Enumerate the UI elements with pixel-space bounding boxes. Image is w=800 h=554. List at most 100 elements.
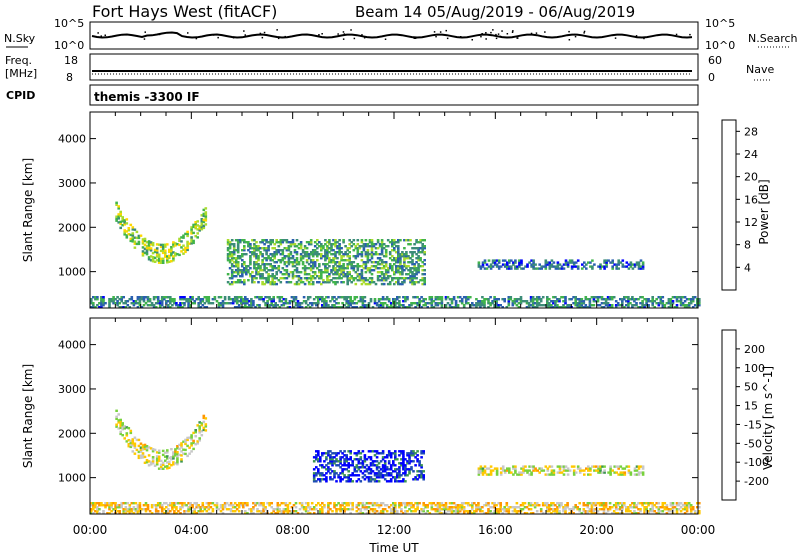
nsearch-dot: [492, 29, 494, 31]
heatmap-cell: [355, 306, 359, 309]
heatmap-cell: [398, 472, 401, 475]
heatmap-cell: [226, 253, 230, 256]
heatmap-cell: [339, 510, 342, 513]
heatmap-cell: [104, 302, 107, 305]
heatmap-cell: [310, 302, 314, 305]
heatmap-cell: [371, 504, 375, 507]
heatmap-cell: [403, 255, 406, 258]
heatmap-cell: [535, 298, 539, 301]
heatmap-cell: [349, 452, 352, 455]
heatmap-cell: [355, 480, 359, 483]
heatmap-cell: [374, 261, 378, 264]
heatmap-cell: [357, 504, 361, 507]
heatmap-cell: [400, 304, 403, 307]
heatmap-cell: [198, 429, 201, 432]
heatmap-cell: [386, 275, 390, 278]
heatmap-cell: [411, 255, 414, 258]
heatmap-cell: [305, 241, 309, 244]
heatmap-cell: [600, 508, 604, 511]
heatmap-cell: [129, 429, 133, 433]
heatmap-cell: [392, 464, 395, 467]
heatmap-cell: [485, 502, 488, 505]
heatmap-cell: [204, 219, 208, 222]
heatmap-cell: [309, 275, 313, 278]
heatmap-cell: [544, 259, 548, 262]
heatmap-cell: [190, 240, 193, 243]
heatmap-cell: [281, 239, 285, 242]
heatmap-cell: [469, 504, 472, 507]
heatmap-cell: [380, 263, 384, 266]
heatmap-cell: [608, 304, 612, 307]
heatmap-cell: [204, 425, 208, 428]
heatmap-cell: [303, 273, 307, 276]
heatmap-cell: [158, 502, 162, 505]
heatmap-cell: [335, 306, 338, 309]
heatmap-cell: [195, 298, 198, 301]
heatmap-cell: [291, 265, 295, 268]
heatmap-cell: [608, 506, 612, 509]
heatmap-cell: [475, 304, 478, 307]
nsky-panel: N.Sky 10^5 10^0 10^5 10^0 N.Search: [4, 17, 798, 52]
heatmap-cell: [155, 459, 159, 462]
nsearch-dot: [574, 35, 577, 38]
heatmap-cell: [200, 430, 204, 433]
heatmap-cell: [379, 512, 383, 515]
heatmap-cell: [669, 298, 673, 301]
heatmap-cell: [444, 502, 448, 505]
heatmap-cell: [376, 247, 380, 250]
heatmap-cell: [127, 227, 131, 230]
heatmap-cell: [160, 512, 164, 515]
heatmap-cell: [399, 267, 402, 270]
heatmap-cell: [366, 257, 370, 260]
heatmap-cell: [564, 506, 567, 509]
nsearch-dot: [439, 31, 442, 33]
heatmap-cell: [243, 247, 246, 250]
heatmap-cell: [477, 265, 481, 268]
heatmap-cell: [229, 298, 233, 301]
heatmap-cell: [450, 512, 454, 515]
heatmap-cell: [211, 298, 215, 301]
heatmap-cell: [309, 251, 313, 254]
heatmap-cell: [161, 243, 165, 247]
heatmap-cell: [507, 298, 511, 301]
heatmap-cell: [566, 263, 570, 266]
heatmap-cell: [252, 304, 255, 307]
heatmap-cell: [147, 240, 151, 243]
nave-label: Nave: [746, 63, 774, 76]
heatmap-cell: [411, 279, 414, 282]
heatmap-cell: [351, 506, 354, 509]
heatmap-cell: [398, 504, 401, 507]
heatmap-cell: [409, 239, 412, 242]
heatmap-cell: [389, 454, 393, 457]
heatmap-cell: [231, 510, 235, 513]
heatmap-cell: [384, 249, 388, 252]
heatmap-cell: [548, 298, 551, 301]
heatmap-cell: [282, 510, 286, 513]
heatmap-cell: [304, 506, 308, 509]
heatmap-cell: [506, 265, 509, 268]
heatmap-cell: [178, 239, 181, 243]
heatmap-cell: [151, 252, 155, 255]
heatmap-cell: [511, 510, 515, 513]
heatmap-cell: [246, 302, 249, 305]
heatmap-cell: [319, 508, 322, 511]
heatmap-cell: [132, 300, 136, 303]
heatmap-cell: [313, 245, 317, 248]
heatmap-cell: [250, 304, 253, 307]
heatmap-cell: [473, 502, 476, 505]
heatmap-cell: [311, 253, 315, 256]
heatmap-cell: [338, 253, 341, 256]
heatmap-cell: [418, 502, 421, 505]
heatmap-cell: [273, 282, 276, 286]
heatmap-cell: [401, 255, 404, 258]
heatmap-cell: [193, 508, 196, 511]
heatmap-cell: [138, 508, 142, 511]
heatmap-cell: [489, 473, 493, 476]
heatmap-cell: [203, 508, 207, 511]
heatmap-cell: [462, 306, 466, 309]
heatmap-cell: [507, 506, 511, 509]
heatmap-cell: [416, 502, 419, 505]
heatmap-cell: [351, 502, 354, 505]
nsearch-dot: [259, 32, 262, 35]
heatmap-cell: [326, 281, 329, 284]
